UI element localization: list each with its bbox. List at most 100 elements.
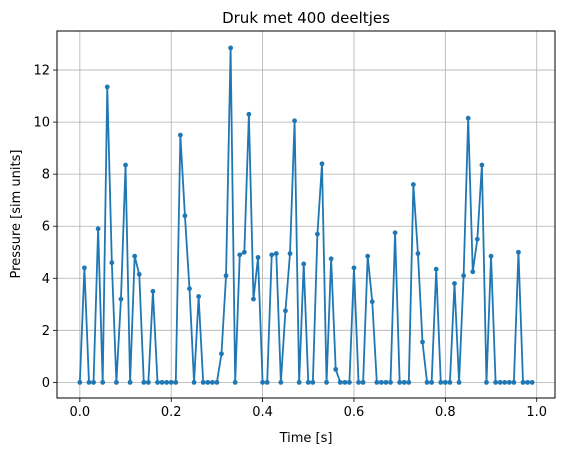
- data-point: [337, 379, 343, 385]
- data-point: [264, 379, 270, 385]
- data-point: [109, 260, 115, 266]
- data-point: [456, 379, 462, 385]
- data-point: [378, 379, 384, 385]
- data-point: [401, 379, 407, 385]
- data-point: [365, 253, 371, 259]
- data-point: [470, 269, 476, 275]
- data-point: [232, 379, 238, 385]
- data-point: [429, 379, 435, 385]
- data-point: [383, 379, 389, 385]
- data-point: [209, 379, 215, 385]
- data-point: [273, 251, 279, 256]
- data-point: [155, 379, 160, 385]
- data-point: [283, 308, 288, 314]
- chart-title: Druk met 400 deeltjes: [222, 9, 390, 27]
- data-point: [100, 379, 106, 385]
- data-point: [127, 379, 133, 385]
- data-point: [95, 226, 101, 232]
- data-point: [438, 379, 444, 385]
- data-point: [506, 379, 512, 385]
- data-point: [520, 379, 526, 385]
- data-point: [511, 379, 517, 385]
- x-tick-label: 1.0: [526, 405, 547, 420]
- data-point: [118, 296, 124, 302]
- data-point: [159, 379, 165, 385]
- data-point: [301, 261, 307, 267]
- series-layer: [77, 45, 535, 385]
- x-axis: 0.0 0.2 0.4 0.6 0.8 1.0: [70, 398, 547, 420]
- data-point: [388, 379, 393, 385]
- data-point: [228, 45, 234, 51]
- data-point: [493, 379, 499, 385]
- x-tick-label: 0.6: [344, 405, 365, 420]
- x-tick-label: 0.2: [161, 405, 182, 420]
- y-tick-label: 6: [42, 220, 50, 235]
- data-point: [516, 249, 521, 255]
- data-point: [529, 379, 535, 385]
- data-point: [113, 379, 119, 385]
- data-point: [246, 111, 252, 117]
- data-point: [461, 273, 467, 279]
- data-point: [123, 162, 128, 168]
- data-point: [196, 294, 202, 299]
- y-tick-label: 4: [42, 272, 50, 287]
- x-tick-label: 0.4: [252, 405, 273, 420]
- data-point: [214, 379, 220, 385]
- y-axis-label: Pressure [sim units]: [9, 150, 24, 279]
- data-point: [465, 115, 471, 121]
- data-point: [374, 379, 380, 385]
- data-point: [287, 251, 293, 256]
- data-point: [237, 252, 243, 258]
- data-point: [182, 213, 188, 219]
- series-line: [78, 47, 533, 384]
- y-tick-label: 8: [42, 168, 50, 183]
- x-axis-label: Time [s]: [279, 431, 333, 446]
- data-point: [369, 299, 375, 305]
- data-point: [177, 132, 183, 138]
- data-point: [260, 379, 265, 385]
- data-point: [406, 379, 412, 385]
- data-point: [77, 379, 83, 385]
- data-point: [502, 379, 508, 385]
- data-point: [351, 265, 357, 271]
- data-point: [315, 231, 320, 237]
- data-point: [278, 379, 284, 385]
- data-point: [479, 162, 485, 168]
- data-point: [488, 253, 494, 259]
- data-point: [392, 230, 398, 236]
- data-point: [132, 253, 138, 259]
- data-point: [442, 379, 448, 385]
- data-point: [525, 379, 530, 385]
- data-point: [333, 366, 339, 372]
- data-point: [324, 379, 329, 385]
- data-point: [474, 236, 480, 242]
- x-tick-label: 0.0: [70, 405, 91, 420]
- data-point: [191, 379, 197, 385]
- data-point: [255, 255, 261, 260]
- data-point: [342, 379, 348, 385]
- data-point: [141, 379, 147, 385]
- data-point: [86, 379, 92, 385]
- y-tick-label: 0: [42, 376, 50, 391]
- data-point: [360, 379, 366, 385]
- data-point: [200, 379, 206, 385]
- data-point: [497, 379, 503, 385]
- data-point: [269, 252, 275, 258]
- data-point: [415, 251, 421, 256]
- plot-frame: [56, 30, 556, 399]
- data-point: [452, 281, 457, 286]
- y-tick-label: 2: [42, 324, 50, 339]
- data-point: [91, 379, 96, 385]
- y-tick-label: 10: [33, 116, 50, 131]
- data-point: [292, 118, 297, 124]
- data-point: [319, 161, 325, 167]
- data-point: [356, 379, 361, 385]
- data-point: [433, 266, 439, 272]
- data-point: [447, 379, 453, 385]
- x-tick-label: 0.8: [435, 405, 456, 420]
- y-axis: 0 2 4 6 8 10 12: [33, 64, 57, 391]
- data-point: [173, 379, 179, 385]
- data-point: [305, 379, 311, 385]
- data-point: [150, 288, 156, 294]
